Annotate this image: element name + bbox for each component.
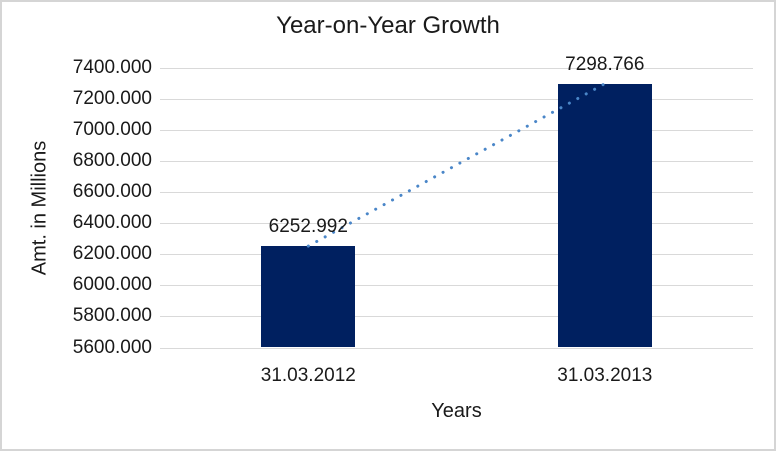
y-tick-label: 7200.000 <box>72 88 152 110</box>
x-tick-label: 31.03.2012 <box>260 365 356 386</box>
bar <box>261 246 356 348</box>
y-gridline <box>160 285 753 287</box>
y-gridline <box>160 161 753 163</box>
y-gridline <box>160 316 753 318</box>
bar-data-label: 6252.992 <box>268 216 348 238</box>
y-gridline <box>160 192 753 194</box>
y-gridline <box>160 254 753 256</box>
y-gridline <box>160 68 753 69</box>
y-tick-label: 6400.000 <box>72 212 152 234</box>
y-tick-label: 5600.000 <box>72 336 152 358</box>
bar-data-label: 7298.766 <box>565 53 645 75</box>
y-tick-label: 6200.000 <box>72 243 152 265</box>
y-tick-label: 7400.000 <box>72 57 152 78</box>
x-axis-title: Years <box>431 400 482 422</box>
bar <box>557 83 652 348</box>
y-gridline <box>160 223 753 225</box>
y-gridline <box>160 99 753 101</box>
y-tick-label: 7000.000 <box>72 119 152 141</box>
y-gridline <box>160 130 753 132</box>
y-gridline <box>160 347 753 349</box>
y-tick-label: 6800.000 <box>72 150 152 172</box>
y-tick-label: 5800.000 <box>72 305 152 327</box>
x-tick-label: 31.03.2013 <box>557 365 653 386</box>
y-tick-label: 6000.000 <box>72 274 152 296</box>
chart-title: Year-on-Year Growth <box>276 12 500 39</box>
y-tick-label: 6600.000 <box>72 181 152 203</box>
